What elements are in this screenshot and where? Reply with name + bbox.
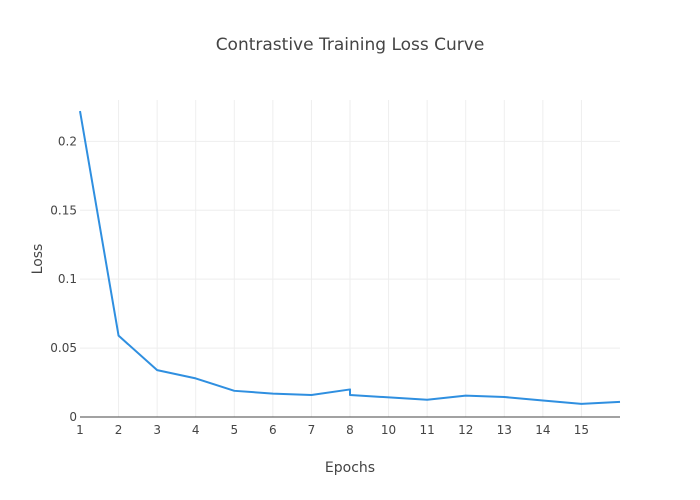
x-gridlines: [118, 100, 582, 417]
x-tick-label: 4: [192, 423, 200, 437]
x-tick-label: 15: [574, 423, 589, 437]
loss-series-line: [79, 110, 621, 405]
x-tick-label: 5: [230, 423, 238, 437]
y-tick-label: 0: [69, 410, 77, 424]
x-tick-label: 1: [76, 423, 84, 437]
x-tick-label: 7: [308, 423, 316, 437]
x-tick-label: 2: [115, 423, 123, 437]
y-tick-label: 0.1: [58, 272, 77, 286]
y-axis-label: Loss: [30, 244, 46, 275]
y-tick-label: 0.15: [50, 203, 77, 217]
y-gridlines: [80, 140, 620, 349]
x-tick-label: 8: [346, 423, 354, 437]
x-tick-label: 14: [535, 423, 550, 437]
y-tick-label: 0.05: [50, 341, 77, 355]
x-tick-label: 6: [269, 423, 277, 437]
x-tick-label: 3: [153, 423, 161, 437]
series-layer: [79, 110, 621, 405]
x-tick-label: 13: [497, 423, 512, 437]
y-tick-labels: 0 0.05 0.1 0.15 0.2: [50, 134, 77, 424]
x-axis-label: Epochs: [325, 460, 375, 476]
x-tick-label: 10: [381, 423, 396, 437]
x-tick-label: 12: [458, 423, 473, 437]
y-tick-label: 0.2: [58, 134, 77, 148]
x-tick-labels: 1 2 3 4 5 6 7 8 10 11 12 13 14 15: [76, 423, 589, 437]
x-tick-label: 11: [420, 423, 435, 437]
chart-title: Contrastive Training Loss Curve: [216, 35, 485, 55]
